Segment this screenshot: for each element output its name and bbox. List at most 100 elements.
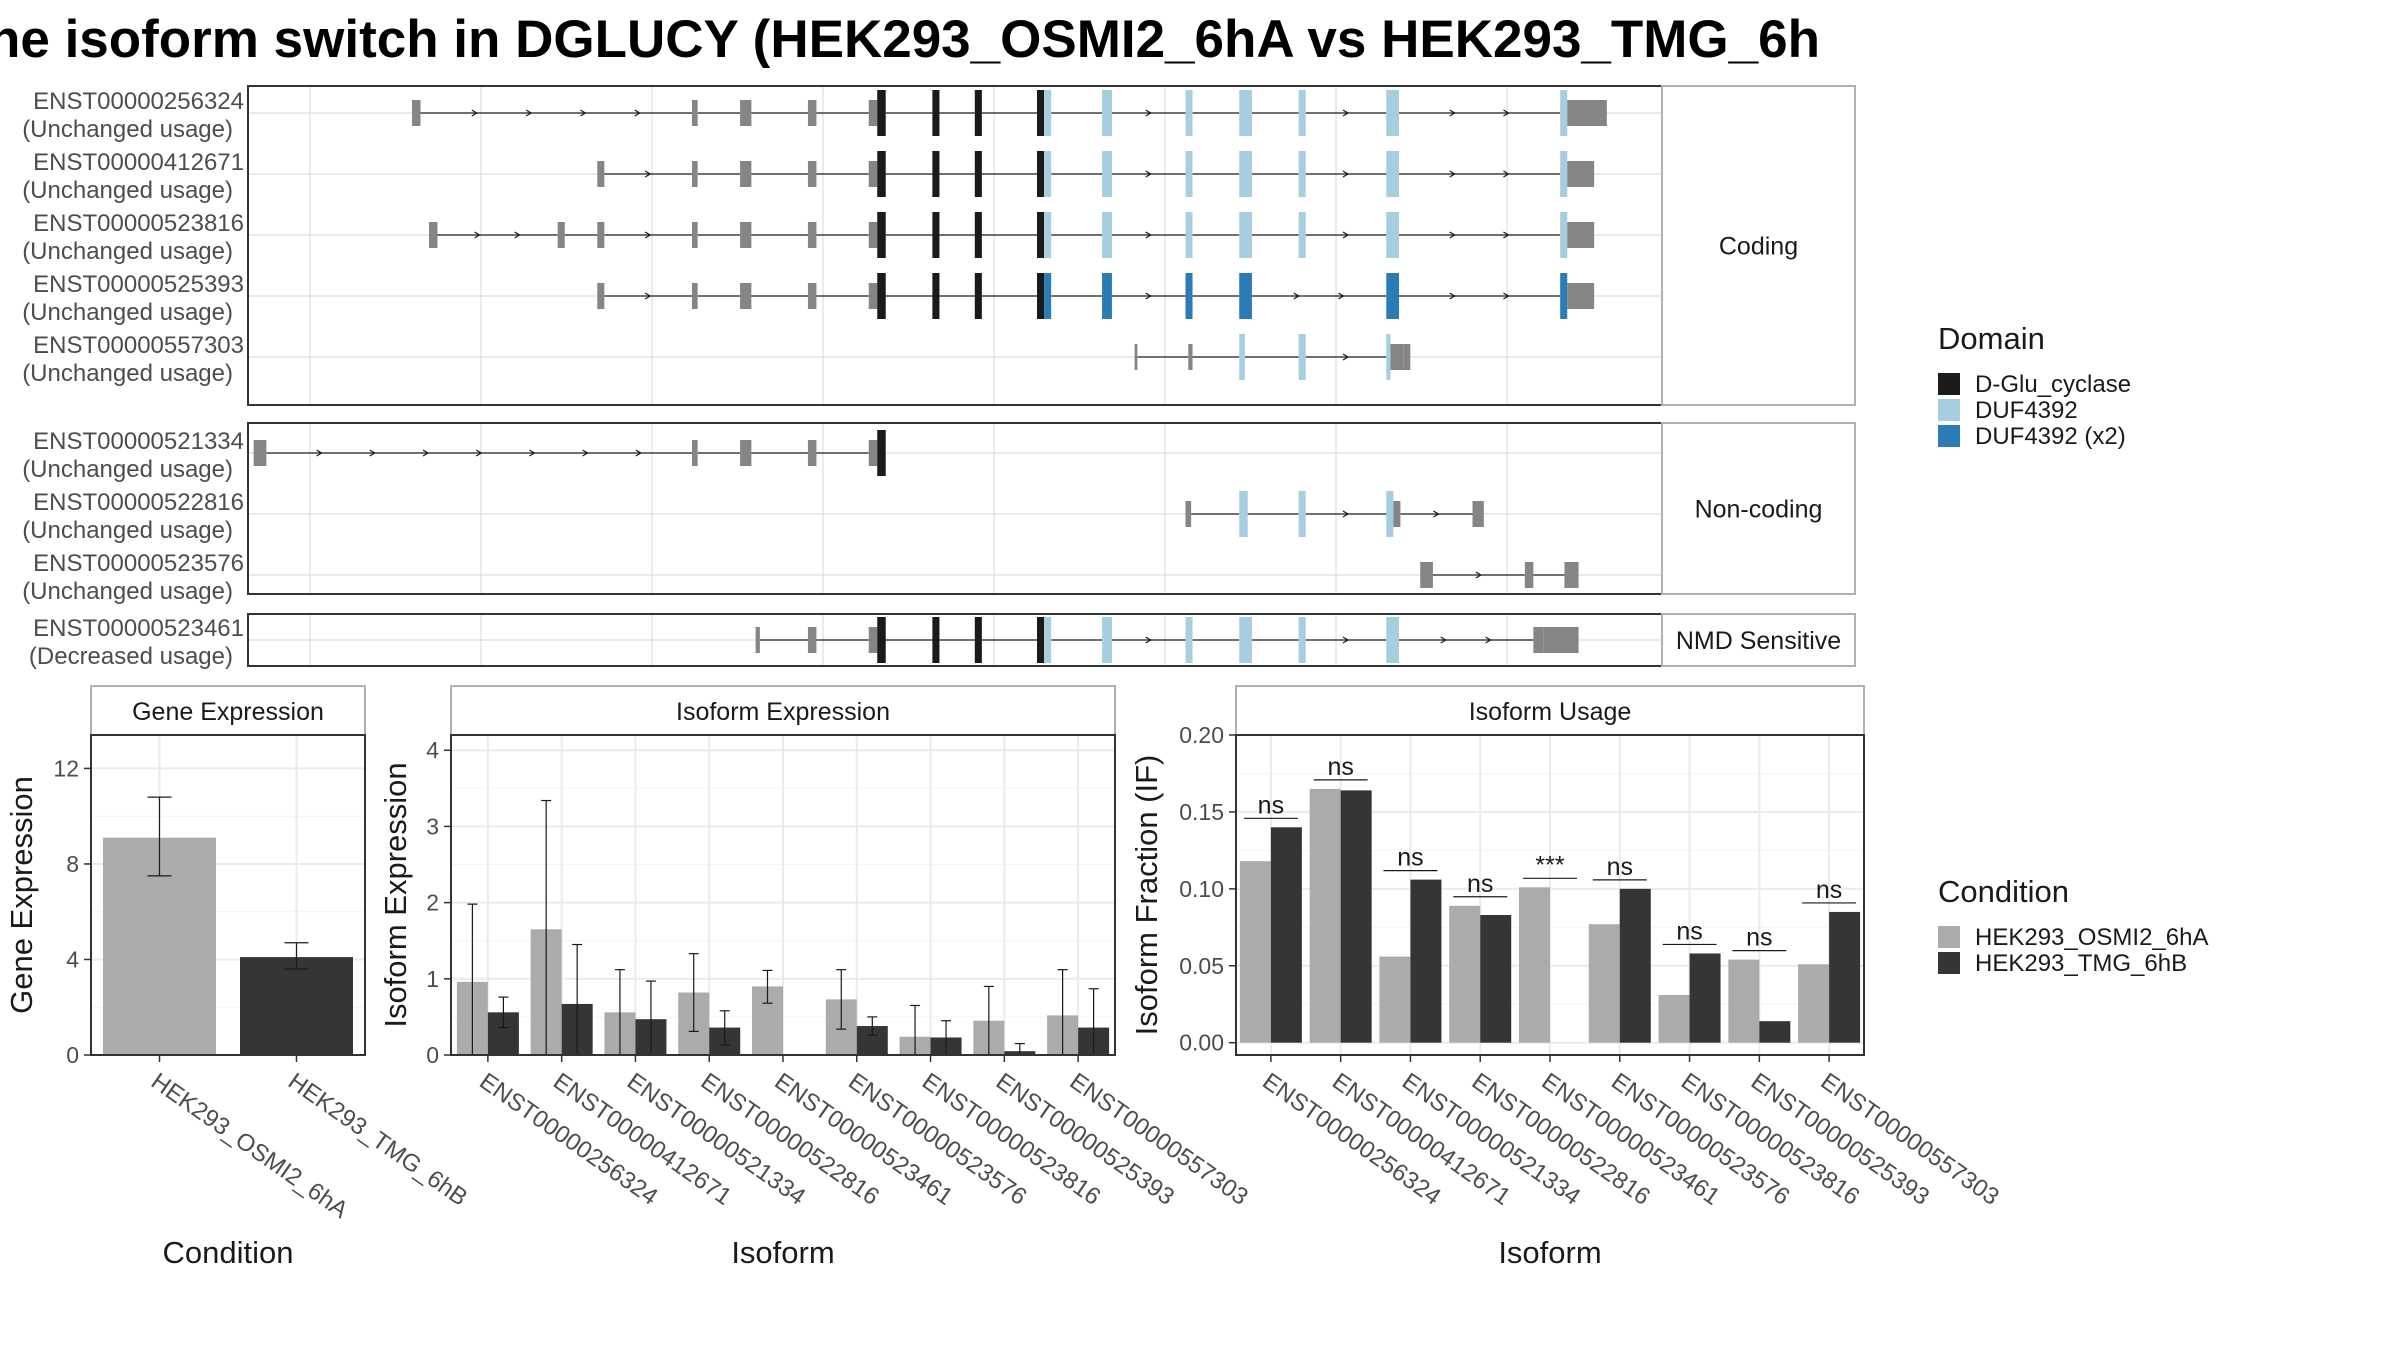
exon — [868, 161, 878, 187]
exon — [932, 273, 940, 319]
intron-arrow — [1145, 109, 1152, 117]
exon — [1560, 212, 1568, 258]
intron-arrow — [1503, 292, 1510, 300]
chart-panel-border — [450, 734, 1116, 1056]
structure-group-non-coding: Non-coding — [247, 422, 1856, 595]
chart-title-strip — [450, 685, 1116, 736]
exon — [868, 627, 878, 653]
exon — [1298, 491, 1306, 537]
y-axis-title: Isoform Expression — [378, 762, 413, 1027]
exon — [1533, 627, 1544, 653]
exon — [1185, 151, 1193, 197]
exon — [740, 161, 752, 187]
intron-arrow — [1342, 109, 1350, 117]
exon — [691, 222, 698, 248]
intron-arrow — [1449, 170, 1456, 178]
intron-arrow — [644, 170, 652, 178]
exon — [1037, 212, 1045, 258]
y-tick-label: 0.15 — [1179, 799, 1224, 825]
exon — [1298, 617, 1306, 663]
isoform-row — [248, 617, 1662, 663]
significance-label: ns — [1607, 853, 1633, 881]
exon — [1564, 562, 1579, 588]
exon — [557, 222, 565, 248]
legend-label: DUF4392 (x2) — [1975, 423, 2126, 450]
y-tick-label: 0 — [66, 1042, 79, 1068]
exon — [253, 440, 267, 466]
bar — [1480, 915, 1512, 1043]
bar — [1410, 879, 1442, 1043]
isoform-id-label: ENST00000525393 — [33, 271, 244, 298]
intron-arrow — [1503, 109, 1510, 117]
exon — [1102, 151, 1112, 197]
exon — [1298, 90, 1306, 136]
isoform-expression-chart: Isoform Expression01234ENST00000256324EN… — [378, 685, 1253, 1270]
facet-strip — [1661, 422, 1856, 595]
intron-arrow — [1145, 231, 1152, 239]
legend-key — [1938, 425, 1960, 447]
exon — [868, 440, 878, 466]
exon — [1102, 90, 1112, 136]
y-tick-label: 0.05 — [1179, 953, 1224, 979]
exon — [1239, 151, 1252, 197]
exon — [1239, 273, 1252, 319]
x-axis-title: Isoform — [1498, 1235, 1601, 1270]
legend-key — [1938, 952, 1960, 974]
exon — [1037, 617, 1045, 663]
chart-title-strip — [1235, 685, 1865, 736]
bar — [1340, 790, 1372, 1043]
bar — [1658, 995, 1690, 1043]
exon — [1386, 90, 1399, 136]
exon — [1420, 562, 1433, 588]
legend-label: HEK293_OSMI2_6hA — [1975, 924, 2208, 951]
isoform-usage-label: (Unchanged usage) — [22, 360, 233, 387]
bar — [1798, 964, 1830, 1043]
exon — [1239, 90, 1252, 136]
chart-panel-border — [1235, 734, 1865, 1056]
bar — [1270, 827, 1302, 1043]
significance-label: ns — [1676, 917, 1702, 945]
exon — [868, 222, 878, 248]
isoform-usage-label: (Unchanged usage) — [22, 456, 233, 483]
y-tick-label: 3 — [426, 813, 439, 839]
intron-arrow — [580, 109, 587, 117]
y-tick-label: 0 — [426, 1042, 439, 1068]
exon — [740, 440, 752, 466]
isoform-id-label: ENST00000523816 — [33, 210, 244, 237]
exon — [1386, 273, 1399, 319]
exon — [807, 222, 817, 248]
isoform-usage-label: (Unchanged usage) — [22, 177, 233, 204]
significance-label: ns — [1467, 870, 1493, 898]
exon — [1102, 212, 1112, 258]
isoform-usage-label: (Unchanged usage) — [22, 238, 233, 265]
chart-title-strip — [90, 685, 366, 736]
exon — [807, 161, 817, 187]
isoform-usage-label: (Unchanged usage) — [22, 578, 233, 605]
structure-panel-bg — [248, 86, 1662, 405]
intron-arrow — [474, 231, 481, 239]
intron-arrow — [634, 109, 641, 117]
legend-label: D-Glu_cyclase — [1975, 371, 2131, 398]
legend-label: HEK293_TMG_6hB — [1975, 950, 2187, 977]
facet-strip-label: Coding — [1719, 233, 1798, 261]
chart-title: Isoform Expression — [676, 698, 890, 726]
exon — [740, 283, 752, 309]
facet-strip-label: Non-coding — [1695, 496, 1823, 524]
intron-arrow — [1503, 231, 1510, 239]
x-axis-title: Condition — [163, 1235, 294, 1270]
structure-group-nmd-sensitive: NMD Sensitive — [247, 613, 1856, 667]
bar — [1519, 887, 1550, 1043]
intron-arrow — [1449, 109, 1456, 117]
intron-arrow — [1433, 510, 1440, 518]
exon — [740, 222, 752, 248]
exon — [1044, 617, 1052, 663]
significance-label: ns — [1746, 924, 1772, 952]
intron-arrow — [644, 292, 652, 300]
exon — [755, 627, 760, 653]
exon — [597, 161, 605, 187]
intron-arrow — [316, 449, 323, 457]
intron-arrow — [1342, 170, 1350, 178]
isoform-row — [248, 334, 1662, 380]
exon — [807, 627, 817, 653]
